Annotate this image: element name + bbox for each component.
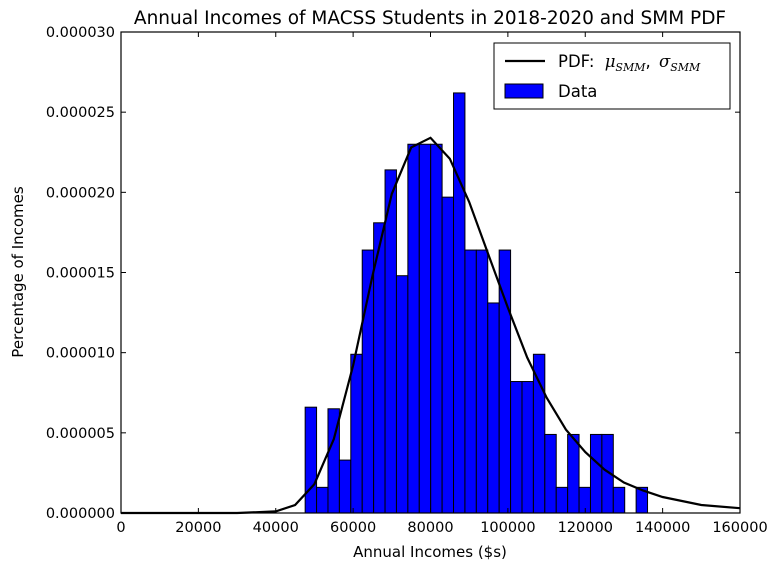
histogram-bar <box>418 143 432 514</box>
x-tick-label: 20000 <box>175 520 221 536</box>
x-tick-label: 140000 <box>635 520 690 536</box>
legend-pdf-label: PDF: μSMM, σSMM <box>558 52 701 74</box>
histogram-bar <box>384 169 397 514</box>
legend-bar-swatch <box>504 83 544 99</box>
histogram-bar <box>544 433 557 514</box>
chart-title: Annual Incomes of MACSS Students in 2018… <box>134 8 726 29</box>
x-tick-label: 80000 <box>407 520 453 536</box>
x-tick-label: 160000 <box>712 520 767 536</box>
x-axis-ticks: 0 20000 40000 60000 80000 100000 120000 140000 1… <box>116 32 768 536</box>
pdf-curve <box>121 136 741 515</box>
histogram-bar <box>453 92 466 514</box>
legend-data-label: Data <box>558 82 597 101</box>
x-tick-label: 40000 <box>253 520 299 536</box>
histogram-bar <box>441 196 455 514</box>
histogram-bar <box>338 459 352 514</box>
histogram-bar <box>395 275 409 514</box>
histogram-bar <box>612 486 626 514</box>
histogram-bar <box>464 249 477 514</box>
histogram-bar <box>407 143 420 514</box>
histogram-bar <box>567 433 580 514</box>
histogram-bar <box>589 433 603 514</box>
x-tick-label: 100000 <box>480 520 535 536</box>
y-tick-label: 0.000030 <box>46 25 115 41</box>
x-tick-label: 60000 <box>330 520 376 536</box>
x-tick-label: 120000 <box>558 520 613 536</box>
y-tick-label: 0.000010 <box>46 346 115 362</box>
y-axis-ticks: 0.000000 0.000005 0.000010 0.000015 0.000020… <box>46 25 740 522</box>
histogram-bar <box>316 486 329 514</box>
histogram-bar <box>361 249 375 514</box>
histogram-bar <box>555 486 569 514</box>
y-tick-label: 0.000000 <box>46 506 115 522</box>
histogram-bar <box>510 381 523 514</box>
y-tick-label: 0.000005 <box>46 426 115 442</box>
histogram-bar <box>521 381 534 514</box>
y-axis-label: Percentage of Incomes <box>9 186 27 358</box>
legend: PDF: μSMM, σSMM Data <box>493 42 731 110</box>
x-axis-label: Annual Incomes ($s) <box>353 543 507 561</box>
y-tick-label: 0.000025 <box>46 105 115 121</box>
histogram-bar <box>475 249 489 514</box>
histogram-bar <box>532 353 546 514</box>
x-tick-label: 0 <box>116 520 125 536</box>
histogram-bar <box>430 143 443 514</box>
y-tick-label: 0.000015 <box>46 266 115 282</box>
histogram-bar <box>350 353 363 514</box>
y-tick-label: 0.000020 <box>46 185 115 201</box>
histogram-bar <box>487 302 500 514</box>
histogram-bar <box>304 406 318 514</box>
